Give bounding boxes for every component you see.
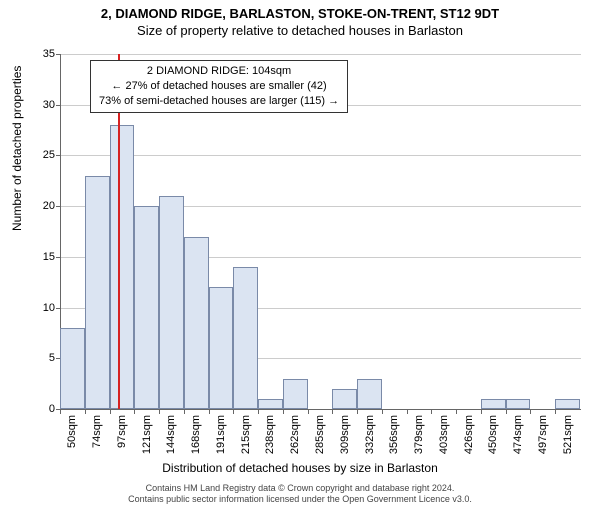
histogram-bar — [258, 399, 283, 409]
xtick-label: 426sqm — [463, 415, 475, 454]
ytick-label: 30 — [43, 99, 55, 111]
histogram-bar — [159, 196, 184, 409]
ytick-label: 25 — [43, 149, 55, 161]
xtick-label: 403sqm — [438, 415, 450, 454]
xtick-label: 144sqm — [165, 415, 177, 454]
xtick-mark — [134, 409, 135, 414]
ytick-label: 0 — [49, 403, 55, 415]
histogram-bar — [85, 176, 110, 409]
xtick-label: 356sqm — [388, 415, 400, 454]
xtick-mark — [382, 409, 383, 414]
ytick-label: 10 — [43, 302, 55, 314]
xtick-label: 238sqm — [264, 415, 276, 454]
xtick-mark — [258, 409, 259, 414]
histogram-bar — [506, 399, 531, 409]
xtick-mark — [233, 409, 234, 414]
plot-area: 05101520253035 50sqm74sqm97sqm121sqm144s… — [60, 54, 580, 409]
xtick-label: 285sqm — [314, 415, 326, 454]
histogram-bar — [332, 389, 357, 409]
xtick-mark — [357, 409, 358, 414]
xtick-mark — [283, 409, 284, 414]
xtick-mark — [60, 409, 61, 414]
annotation-line: 2 DIAMOND RIDGE: 104sqm — [99, 64, 339, 79]
ytick-label: 35 — [43, 48, 55, 60]
xtick-label: 309sqm — [339, 415, 351, 454]
chart-title-address: 2, DIAMOND RIDGE, BARLASTON, STOKE-ON-TR… — [0, 6, 600, 21]
histogram-bar — [555, 399, 580, 409]
histogram-bar — [233, 267, 258, 409]
histogram-bar — [134, 206, 159, 409]
footer-credits: Contains HM Land Registry data © Crown c… — [0, 483, 600, 505]
xtick-label: 262sqm — [289, 415, 301, 454]
xtick-mark — [456, 409, 457, 414]
histogram-bar — [209, 287, 234, 409]
histogram-bar — [357, 379, 382, 409]
xtick-mark — [332, 409, 333, 414]
xtick-label: 332sqm — [364, 415, 376, 454]
ytick-label: 15 — [43, 251, 55, 263]
footer-line-1: Contains HM Land Registry data © Crown c… — [0, 483, 600, 494]
histogram-bar — [283, 379, 308, 409]
xtick-label: 215sqm — [240, 415, 252, 454]
xtick-mark — [110, 409, 111, 414]
xtick-mark — [159, 409, 160, 414]
y-axis-label: Number of detached properties — [10, 66, 24, 231]
xtick-mark — [431, 409, 432, 414]
xtick-mark — [308, 409, 309, 414]
xtick-mark — [184, 409, 185, 414]
xtick-mark — [407, 409, 408, 414]
xtick-label: 497sqm — [537, 415, 549, 454]
annotation-line: 73% of semi-detached houses are larger (… — [99, 94, 339, 109]
xtick-label: 379sqm — [413, 415, 425, 454]
annotation-box: 2 DIAMOND RIDGE: 104sqm← 27% of detached… — [90, 60, 348, 113]
xtick-mark — [555, 409, 556, 414]
xtick-mark — [506, 409, 507, 414]
annotation-line: ← 27% of detached houses are smaller (42… — [99, 79, 339, 94]
xtick-label: 191sqm — [215, 415, 227, 454]
ytick-label: 20 — [43, 200, 55, 212]
histogram-bar — [481, 399, 506, 409]
xtick-mark — [530, 409, 531, 414]
chart-title-desc: Size of property relative to detached ho… — [0, 23, 600, 38]
xtick-mark — [85, 409, 86, 414]
xtick-label: 474sqm — [512, 415, 524, 454]
xtick-label: 50sqm — [66, 415, 78, 448]
xtick-label: 74sqm — [91, 415, 103, 448]
xtick-label: 168sqm — [190, 415, 202, 454]
xtick-label: 121sqm — [141, 415, 153, 454]
xtick-label: 97sqm — [116, 415, 128, 448]
xtick-mark — [209, 409, 210, 414]
xtick-label: 521sqm — [562, 415, 574, 454]
xtick-mark — [481, 409, 482, 414]
x-axis-label: Distribution of detached houses by size … — [0, 461, 600, 475]
ytick-label: 5 — [49, 352, 55, 364]
xtick-label: 450sqm — [487, 415, 499, 454]
histogram-bar — [110, 125, 135, 409]
histogram-bar — [184, 237, 209, 409]
histogram-bar — [60, 328, 85, 409]
